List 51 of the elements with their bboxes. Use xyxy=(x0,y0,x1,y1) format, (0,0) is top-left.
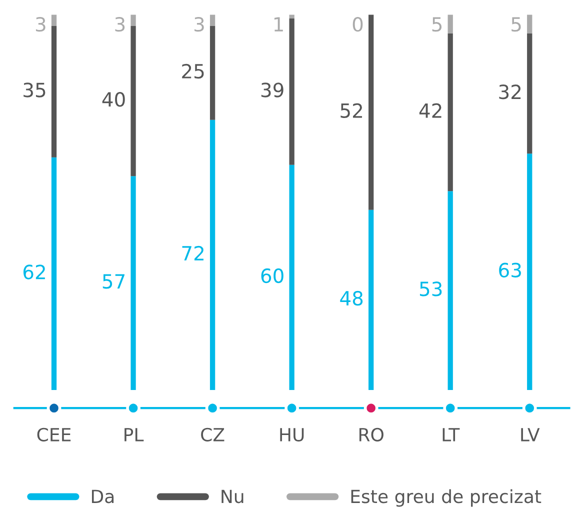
data-label: 63 xyxy=(499,262,521,278)
data-label: 3 xyxy=(115,16,125,32)
data-label: 42 xyxy=(419,103,442,118)
data-label: 39 xyxy=(261,82,284,98)
data-label: 62 xyxy=(23,264,45,280)
legend-label: Este greu de precizat xyxy=(351,489,542,507)
bar xyxy=(51,14,57,26)
bar xyxy=(368,14,374,210)
bar xyxy=(527,34,532,154)
bar xyxy=(289,14,294,19)
bar xyxy=(210,120,216,390)
x-tick-label: RO xyxy=(359,428,384,442)
data-label: 32 xyxy=(499,84,521,100)
data-label: 0 xyxy=(352,16,363,32)
bar xyxy=(368,210,374,390)
x-tick-label: PL xyxy=(124,428,144,442)
data-label: 25 xyxy=(182,64,204,79)
bar xyxy=(289,18,294,165)
data-label: 40 xyxy=(102,92,125,107)
bar xyxy=(448,34,453,192)
bar xyxy=(210,26,216,120)
data-label: 1 xyxy=(274,17,283,32)
data-label: 52 xyxy=(340,103,362,118)
bar xyxy=(527,14,532,34)
data-label: 35 xyxy=(24,82,46,98)
data-label: 5 xyxy=(432,17,442,32)
bar xyxy=(130,26,136,176)
data-label: 53 xyxy=(420,282,442,296)
data-label: 57 xyxy=(102,274,124,289)
data-label: 5 xyxy=(512,17,521,32)
x-tick-label: LT xyxy=(442,428,460,442)
x-tick-label: HU xyxy=(280,428,304,442)
data-label: 3 xyxy=(194,16,204,32)
bar xyxy=(130,14,136,26)
bar xyxy=(130,176,136,390)
bar xyxy=(448,191,453,390)
data-label: 72 xyxy=(182,246,204,260)
legend-label: Da xyxy=(92,490,114,504)
legend-label: Nu xyxy=(222,490,244,504)
data-label: 60 xyxy=(261,268,284,284)
bar xyxy=(51,157,57,390)
x-tick-label: LV xyxy=(521,428,540,442)
x-tick-label: CZ xyxy=(201,428,224,442)
data-label: 48 xyxy=(340,290,363,306)
bar xyxy=(289,164,294,390)
x-tick-label: CEE xyxy=(37,428,71,442)
bar xyxy=(448,14,453,34)
data-label: 3 xyxy=(36,16,46,32)
bar xyxy=(210,14,216,26)
bar xyxy=(527,154,532,390)
bar xyxy=(51,26,57,158)
